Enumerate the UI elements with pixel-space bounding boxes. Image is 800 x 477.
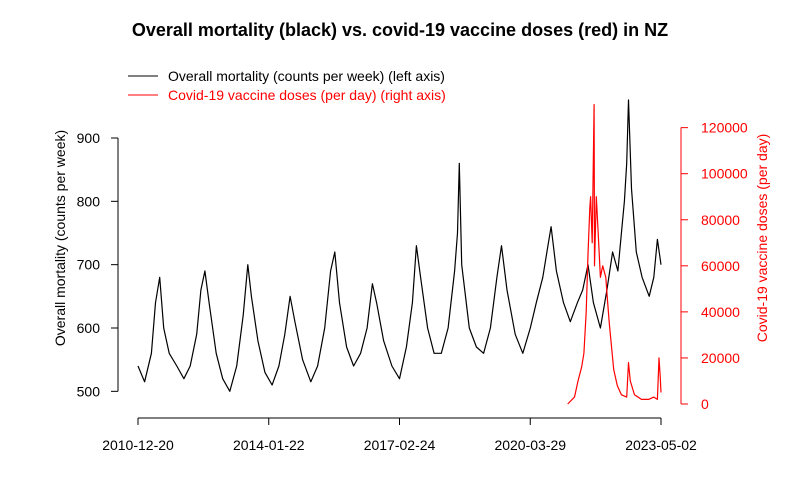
y-right-tick-label: 0 — [701, 396, 709, 412]
y-right-tick-label: 120000 — [701, 120, 748, 136]
y-right-tick-label: 60000 — [701, 258, 740, 274]
y-axis-right-label: Covid-19 vaccine doses (per day) — [754, 134, 770, 343]
x-tick-label: 2017-02-24 — [364, 437, 436, 453]
x-tick-label: 2014-01-22 — [233, 437, 305, 453]
x-tick-label: 2020-03-29 — [494, 437, 566, 453]
y-left-tick-label: 900 — [77, 130, 101, 146]
x-tick-label: 2010-12-20 — [102, 437, 174, 453]
legend: Overall mortality (counts per week) (lef… — [128, 68, 446, 103]
y-left-tick-label: 600 — [77, 320, 101, 336]
y-left-tick-label: 800 — [77, 193, 101, 209]
axes: 500 600 700 800 900 0 20000 40000 60000 80000 1000… — [77, 120, 748, 453]
y-left-tick-label: 700 — [77, 257, 101, 273]
y-right-tick-label: 20000 — [701, 350, 740, 366]
y-right-tick-label: 80000 — [701, 212, 740, 228]
y-left-tick-label: 500 — [77, 383, 101, 399]
legend-label-vaccine: Covid-19 vaccine doses (per day) (right … — [168, 87, 446, 103]
chart-title: Overall mortality (black) vs. covid-19 v… — [131, 20, 669, 40]
series-group — [137, 99, 662, 405]
y-right-tick-label: 100000 — [701, 166, 748, 182]
series-line-mortality — [137, 99, 662, 392]
y-right-tick-label: 40000 — [701, 304, 740, 320]
series-line-vaccine-doses — [567, 104, 662, 405]
y-axis-left-label: Overall mortality (counts per week) — [52, 130, 68, 346]
legend-label-mortality: Overall mortality (counts per week) (lef… — [168, 68, 445, 84]
x-tick-label: 2023-05-02 — [625, 437, 697, 453]
